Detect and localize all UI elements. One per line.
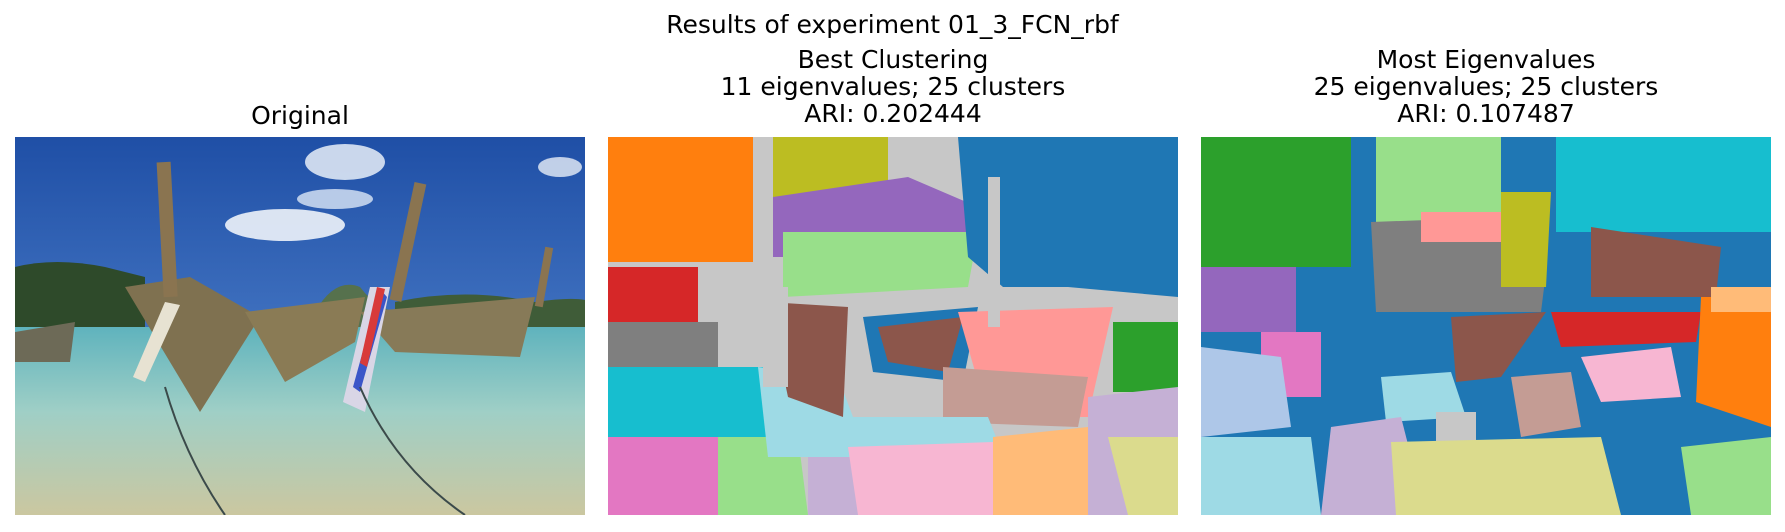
segmentation-best-image (608, 137, 1178, 515)
segmentation-most-image (1201, 137, 1771, 515)
panel-most-title-line: 25 eigenvalues; 25 clusters (1313, 72, 1659, 101)
panel-most-title-line: ARI: 0.107487 (1397, 99, 1575, 128)
panel-most-title: Most Eigenvalues 25 eigenvalues; 25 clus… (1201, 46, 1771, 127)
panel-best-title-line: Best Clustering (797, 45, 989, 74)
original-photo-image (15, 137, 585, 515)
panel-original-title: Original (15, 102, 585, 129)
panel-most-title-line: Most Eigenvalues (1376, 45, 1596, 74)
original-photo (15, 137, 585, 515)
figure-suptitle: Results of experiment 01_3_FCN_rbf (666, 10, 1119, 39)
segmentation-most (1201, 137, 1771, 515)
panel-original-title-line: Original (251, 101, 349, 130)
segmentation-best (608, 137, 1178, 515)
panel-best-title: Best Clustering 11 eigenvalues; 25 clust… (608, 46, 1178, 127)
panel-best-title-line: 11 eigenvalues; 25 clusters (720, 72, 1066, 101)
panel-best-title-line: ARI: 0.202444 (804, 99, 982, 128)
